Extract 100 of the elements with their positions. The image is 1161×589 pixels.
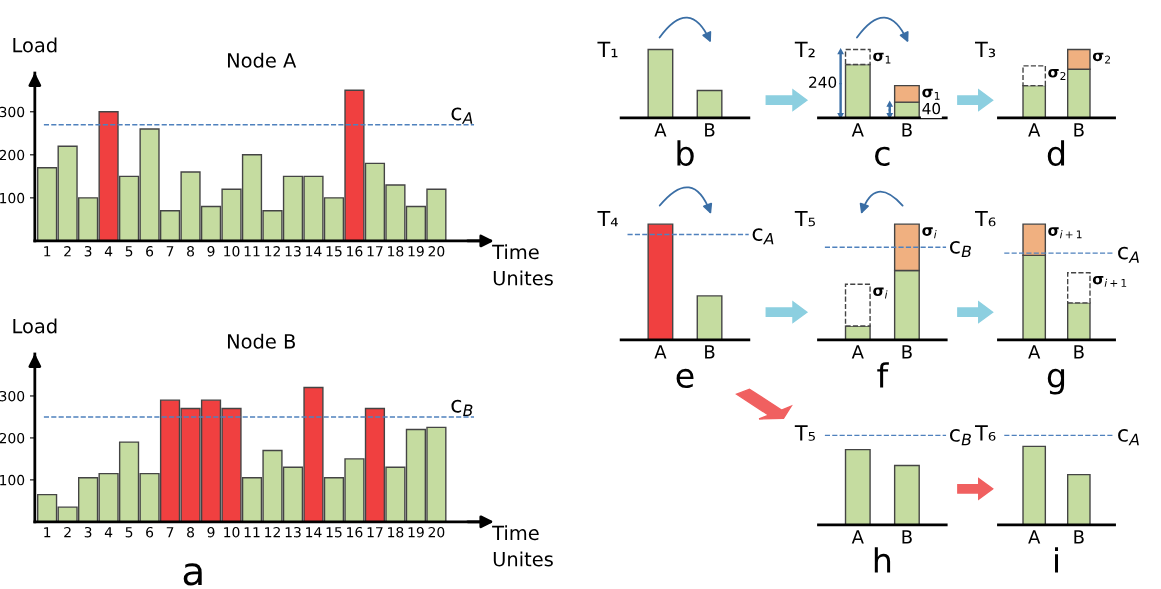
x-tick-label: B	[1074, 345, 1084, 359]
y-tick-label: 300	[0, 106, 25, 118]
x-tick-label: 3	[84, 246, 92, 257]
annotation: σ$_{i}$	[873, 287, 888, 299]
ref-line-label: c$_{A}$	[1118, 429, 1139, 446]
x-tick-label: 7	[166, 527, 174, 538]
x-tick-label: 20	[428, 246, 445, 257]
annotation: σ$_{1}$	[873, 52, 891, 64]
x-tick-label: 12	[265, 526, 280, 538]
x-tick-label: A	[654, 123, 667, 137]
chart-title: Node B	[228, 333, 295, 349]
x-tick-label: B	[1074, 530, 1084, 544]
x-tick-label: A	[851, 530, 864, 544]
x-tick-label: 13	[285, 246, 301, 257]
x-tick-label: 13	[285, 526, 301, 538]
x-tick-label: B	[705, 345, 715, 359]
chart-title: T₆	[975, 210, 996, 227]
ref-line-label: c$_{B}$	[949, 429, 971, 446]
chart-title: T₃	[975, 41, 996, 58]
ref-line-label: c$_{A}$	[752, 228, 774, 245]
x-tick-label: A	[1028, 123, 1041, 137]
x-tick-label: 12	[265, 246, 280, 257]
x-tick-label: 6	[146, 526, 154, 538]
annotation: σ$_{2}$	[1092, 52, 1111, 64]
x-tick-label: 19	[408, 246, 424, 257]
x-tick-label: 1	[44, 246, 51, 257]
x-axis-title: b	[677, 140, 694, 166]
x-axis-title: i	[1055, 547, 1059, 573]
annotation: 40	[922, 102, 941, 115]
x-axis-title: h	[874, 547, 891, 573]
y-tick-label: 200	[0, 149, 25, 161]
ref-line-label: c$_{A}$	[1118, 246, 1139, 263]
x-tick-label: A	[1028, 345, 1041, 359]
annotation: σ$_{2}$	[1048, 69, 1066, 80]
chart-title: T₅	[794, 425, 815, 441]
x-tick-label: 10	[224, 526, 240, 538]
annotation: σ$_{1}$	[922, 88, 940, 100]
x-tick-label: 5	[125, 246, 133, 257]
chart-title: T₆	[975, 425, 996, 441]
x-tick-label: 10	[224, 246, 240, 257]
x-tick-label: B	[902, 345, 912, 359]
x-tick-label: 4	[104, 527, 113, 538]
y-tick-label: 300	[0, 390, 25, 402]
x-axis-title: c	[875, 146, 890, 166]
x-axis-title: d	[1047, 140, 1065, 166]
x-tick-label: 9	[207, 526, 215, 538]
x-tick-label: 15	[326, 246, 342, 257]
x-tick-label: 5	[125, 527, 133, 538]
x-tick-label: 2	[64, 246, 71, 257]
chart-title: T₄	[597, 210, 618, 227]
x-tick-label: 20	[428, 526, 445, 538]
x-tick-label: 16	[347, 526, 363, 538]
x-tick-label: 11	[244, 246, 260, 257]
x-tick-label: 16	[347, 246, 363, 257]
x-tick-label: 7	[166, 246, 174, 257]
y-axis-title: Load	[13, 37, 57, 53]
annotation: σ$_{i+1}$	[1048, 227, 1082, 239]
x-tick-label: B	[902, 530, 912, 544]
x-tick-label: 17	[367, 246, 383, 257]
x-axis-title: Time Unites	[492, 244, 553, 286]
x-tick-label: A	[851, 123, 864, 137]
x-tick-label: 2	[64, 526, 71, 538]
annotation: σ$_{i}$	[922, 227, 937, 239]
x-tick-label: B	[1074, 123, 1084, 137]
chart-title: T₁	[597, 41, 618, 58]
ref-line-label: c$_{A}$	[451, 107, 473, 124]
x-tick-label: 6	[146, 246, 154, 257]
x-tick-label: A	[654, 345, 667, 359]
chart-title: T₅	[794, 210, 815, 227]
ref-line-label: c$_{B}$	[949, 240, 971, 258]
x-tick-label: 17	[367, 527, 383, 538]
x-tick-label: 4	[104, 246, 113, 257]
x-tick-label: 18	[388, 526, 404, 538]
x-tick-label: 14	[306, 527, 322, 538]
x-tick-label: B	[705, 123, 715, 137]
x-tick-label: 3	[84, 526, 92, 538]
ref-line-label: c$_{B}$	[451, 399, 473, 416]
x-tick-label: 14	[306, 246, 322, 257]
y-tick-label: 100	[0, 192, 25, 204]
text: a	[183, 563, 202, 586]
x-tick-label: B	[902, 123, 912, 137]
x-tick-label: 11	[244, 527, 260, 538]
annotation: σ$_{i+1}$	[1092, 275, 1127, 287]
x-tick-label: A	[1028, 530, 1041, 544]
x-tick-label: 15	[326, 527, 342, 538]
x-tick-label: 8	[187, 526, 195, 538]
annotation: 240	[809, 76, 837, 89]
chart-title: T₂	[794, 41, 815, 58]
x-tick-label: 1	[44, 527, 51, 538]
x-axis-title: Time Unites	[492, 525, 553, 567]
x-tick-label: 18	[388, 246, 404, 257]
x-tick-label: A	[851, 345, 864, 359]
x-axis-title: f	[877, 362, 889, 388]
chart-title: Node A	[228, 52, 297, 68]
x-tick-label: 19	[408, 526, 424, 538]
x-tick-label: 8	[187, 246, 195, 257]
x-tick-label: 9	[207, 246, 215, 257]
y-tick-label: 100	[0, 474, 25, 486]
y-axis-title: Load	[13, 318, 57, 334]
y-tick-label: 200	[0, 432, 25, 444]
